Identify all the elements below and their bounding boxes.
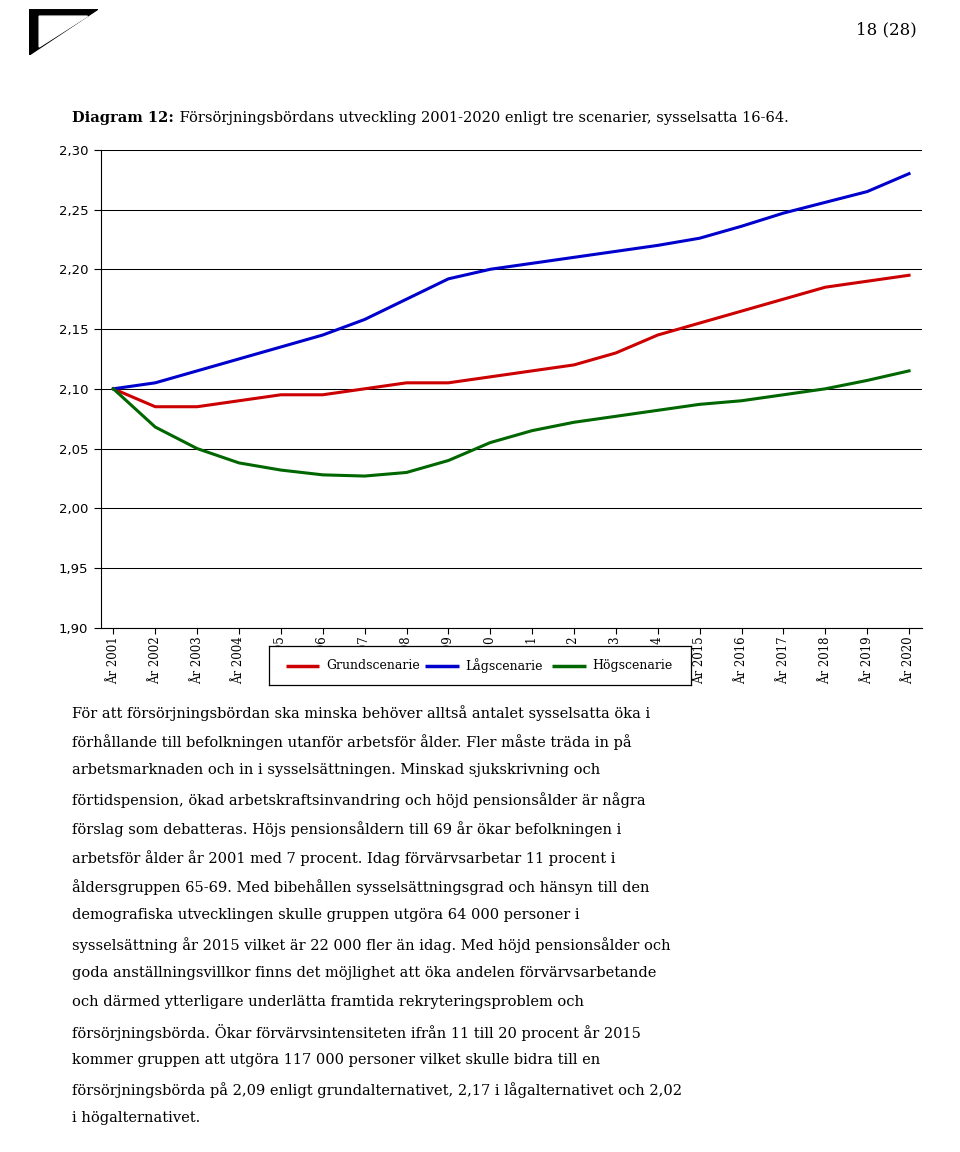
Text: 18 (28): 18 (28) (856, 22, 917, 38)
Text: förtidspension, ökad arbetskraftsinvandring och höjd pensionsålder är några: förtidspension, ökad arbetskraftsinvandr… (72, 793, 646, 808)
Text: åldersgruppen 65-69. Med bibehållen sysselsättningsgrad och hänsyn till den: åldersgruppen 65-69. Med bibehållen syss… (72, 879, 650, 895)
Text: goda anställningsvillkor finns det möjlighet att öka andelen förvärvsarbetande: goda anställningsvillkor finns det möjli… (72, 967, 657, 980)
Text: försörjningsbörda. Ökar förvärvsintensiteten ifrån 11 till 20 procent år 2015: försörjningsbörda. Ökar förvärvsintensit… (72, 1024, 641, 1041)
Text: arbetsför ålder år 2001 med 7 procent. Idag förvärvsarbetar 11 procent i: arbetsför ålder år 2001 med 7 procent. I… (72, 850, 615, 866)
Text: Lågscenarie: Lågscenarie (466, 659, 542, 673)
Text: Försörjningsbördans utveckling 2001-2020 enligt tre scenarier, sysselsatta 16-64: Försörjningsbördans utveckling 2001-2020… (175, 111, 788, 124)
Text: i högalternativet.: i högalternativet. (72, 1112, 201, 1126)
Text: Högscenarie: Högscenarie (592, 659, 672, 673)
Text: försörjningsbörda på 2,09 enligt grundalternativet, 2,17 i lågalternativet och 2: försörjningsbörda på 2,09 enligt grundal… (72, 1083, 682, 1098)
Text: Diagram 12:: Diagram 12: (72, 111, 174, 124)
Text: För att försörjningsbördan ska minska behöver alltså antalet sysselsatta öka i: För att försörjningsbördan ska minska be… (72, 705, 650, 721)
Polygon shape (39, 16, 87, 47)
Text: kommer gruppen att utgöra 117 000 personer vilket skulle bidra till en: kommer gruppen att utgöra 117 000 person… (72, 1053, 600, 1068)
Text: och därmed ytterligare underlätta framtida rekryteringsproblem och: och därmed ytterligare underlätta framti… (72, 995, 584, 1009)
Text: förhållande till befolkningen utanför arbetsför ålder. Fler måste träda in på: förhållande till befolkningen utanför ar… (72, 734, 632, 750)
Text: demografiska utvecklingen skulle gruppen utgöra 64 000 personer i: demografiska utvecklingen skulle gruppen… (72, 908, 580, 923)
Text: Grundscenarie: Grundscenarie (325, 659, 420, 673)
Polygon shape (29, 9, 98, 55)
Text: sysselsättning år 2015 vilket är 22 000 fler än idag. Med höjd pensionsålder och: sysselsättning år 2015 vilket är 22 000 … (72, 938, 671, 953)
Text: arbetsmarknaden och in i sysselsättningen. Minskad sjukskrivning och: arbetsmarknaden och in i sysselsättninge… (72, 763, 600, 778)
Text: förslag som debatteras. Höjs pensionsåldern till 69 år ökar befolkningen i: förslag som debatteras. Höjs pensionsåld… (72, 821, 621, 838)
